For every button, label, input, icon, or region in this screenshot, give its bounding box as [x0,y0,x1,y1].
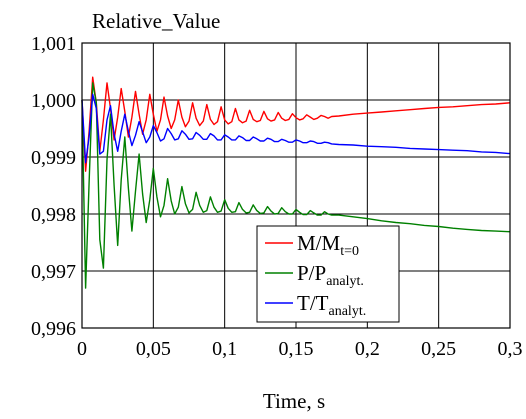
legend-entry: T/Tanalyt. [297,291,366,319]
x-tick-label: 0,2 [355,338,380,360]
x-tick-label: 0,3 [498,338,523,360]
y-tick-labels: 0,996 0,997 0,998 0,999 1,000 1,001 [31,33,76,340]
x-tick-label: 0,05 [136,338,171,360]
x-tick-label: 0 [77,338,87,360]
y-tick-label: 0,997 [31,261,76,283]
y-tick-label: 1,000 [31,90,76,112]
legend-entry: P/Panalyt. [297,261,364,289]
x-axis-label: Time, s [263,389,325,413]
y-axis-label: Relative_Value [92,9,220,33]
y-tick-label: 0,996 [31,318,76,340]
plot-border [81,42,511,329]
legend: M/Mt=0P/Panalyt.T/Tanalyt. [256,225,400,323]
y-tick-label: 0,998 [31,204,76,226]
series-line [81,93,511,164]
x-tick-labels: 0 0,05 0,1 0,15 0,2 0,25 0,3 [77,338,523,360]
series-line [81,76,511,172]
legend-box [256,225,400,323]
series-line [81,82,511,289]
y-tick-label: 1,001 [31,33,76,55]
series-lines [81,76,511,289]
x-tick-label: 0,25 [421,338,456,360]
x-tick-label: 0,1 [212,338,237,360]
legend-entry: M/Mt=0 [297,231,359,259]
x-tick-label: 0,15 [279,338,314,360]
y-tick-label: 0,999 [31,147,76,169]
